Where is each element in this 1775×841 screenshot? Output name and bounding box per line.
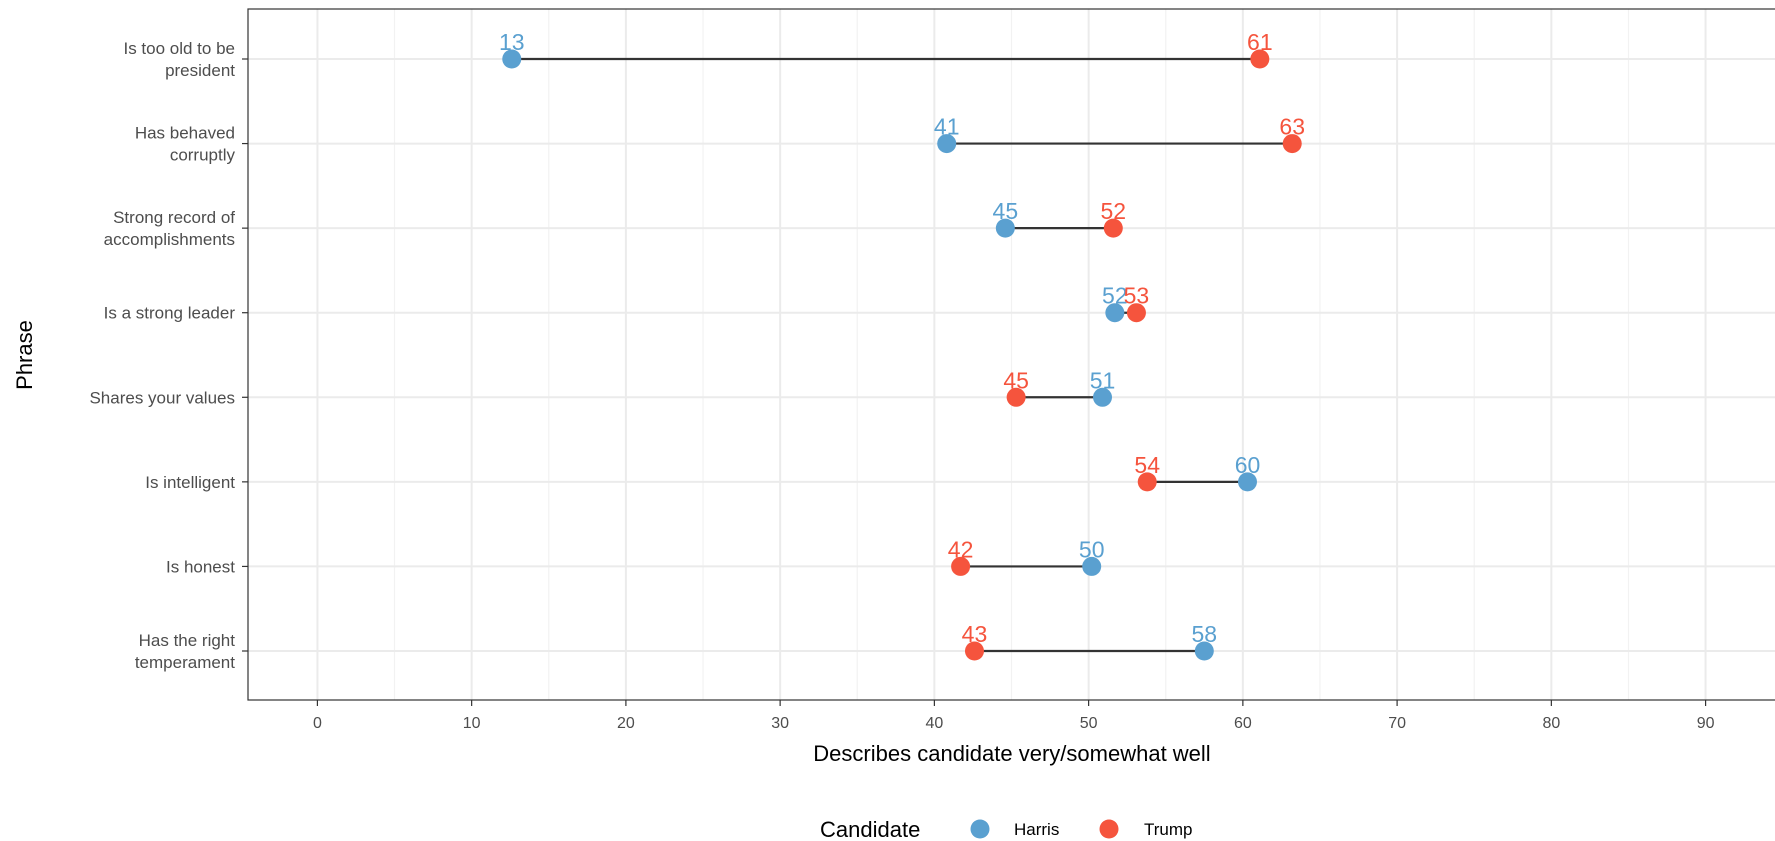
legend-label-harris: Harris <box>1014 820 1059 839</box>
x-tick-label: 90 <box>1697 715 1715 732</box>
value-label-harris: 50 <box>1079 536 1105 562</box>
y-category-label: Has behaved corruptly <box>135 124 236 165</box>
x-axis-ticks: 0 10 20 30 40 50 60 70 80 90 <box>313 700 1715 732</box>
x-tick-label: 30 <box>771 715 789 732</box>
x-tick-label: 0 <box>313 715 322 732</box>
x-axis-title: Describes candidate very/somewhat well <box>813 741 1210 766</box>
value-label-harris: 60 <box>1235 452 1261 478</box>
y-category-label: Is intelligent <box>145 473 235 492</box>
value-label-trump: 42 <box>948 536 974 562</box>
value-label-trump: 63 <box>1279 114 1305 140</box>
value-label-harris: 51 <box>1090 367 1116 393</box>
x-tick-label: 10 <box>463 715 481 732</box>
value-label-trump: 54 <box>1134 452 1160 478</box>
value-label-harris: 13 <box>499 29 525 55</box>
value-label-trump: 61 <box>1247 29 1273 55</box>
x-tick-label: 20 <box>617 715 635 732</box>
legend-title: Candidate <box>820 817 920 841</box>
y-category-label: Has the right temperament <box>135 631 235 672</box>
value-label-trump: 45 <box>1003 367 1029 393</box>
y-axis-ticks: Is too old to be president Has behaved corr… <box>89 39 248 672</box>
legend-key-trump <box>1100 820 1119 839</box>
y-axis-title: Phrase <box>12 320 37 390</box>
value-label-trump: 53 <box>1124 283 1150 309</box>
y-category-label: Is a strong leader <box>104 304 236 323</box>
value-label-harris: 58 <box>1192 621 1218 647</box>
x-tick-label: 40 <box>925 715 943 732</box>
y-category-label: Shares your values <box>89 388 235 407</box>
x-tick-label: 70 <box>1388 715 1406 732</box>
y-category-label: Is too old to be president <box>123 39 235 80</box>
legend-label-trump: Trump <box>1144 820 1193 839</box>
x-tick-label: 60 <box>1234 715 1252 732</box>
legend: Candidate Harris Trump <box>820 817 1193 841</box>
legend-key-harris <box>971 820 990 839</box>
y-category-label: Is honest <box>166 557 235 576</box>
x-tick-label: 50 <box>1080 715 1098 732</box>
x-tick-label: 80 <box>1542 715 1560 732</box>
value-label-harris: 41 <box>934 114 960 140</box>
value-label-trump: 52 <box>1101 198 1127 224</box>
value-label-trump: 43 <box>962 621 988 647</box>
y-category-label: Strong record of accomplishments <box>104 208 236 249</box>
value-label-harris: 45 <box>993 198 1019 224</box>
